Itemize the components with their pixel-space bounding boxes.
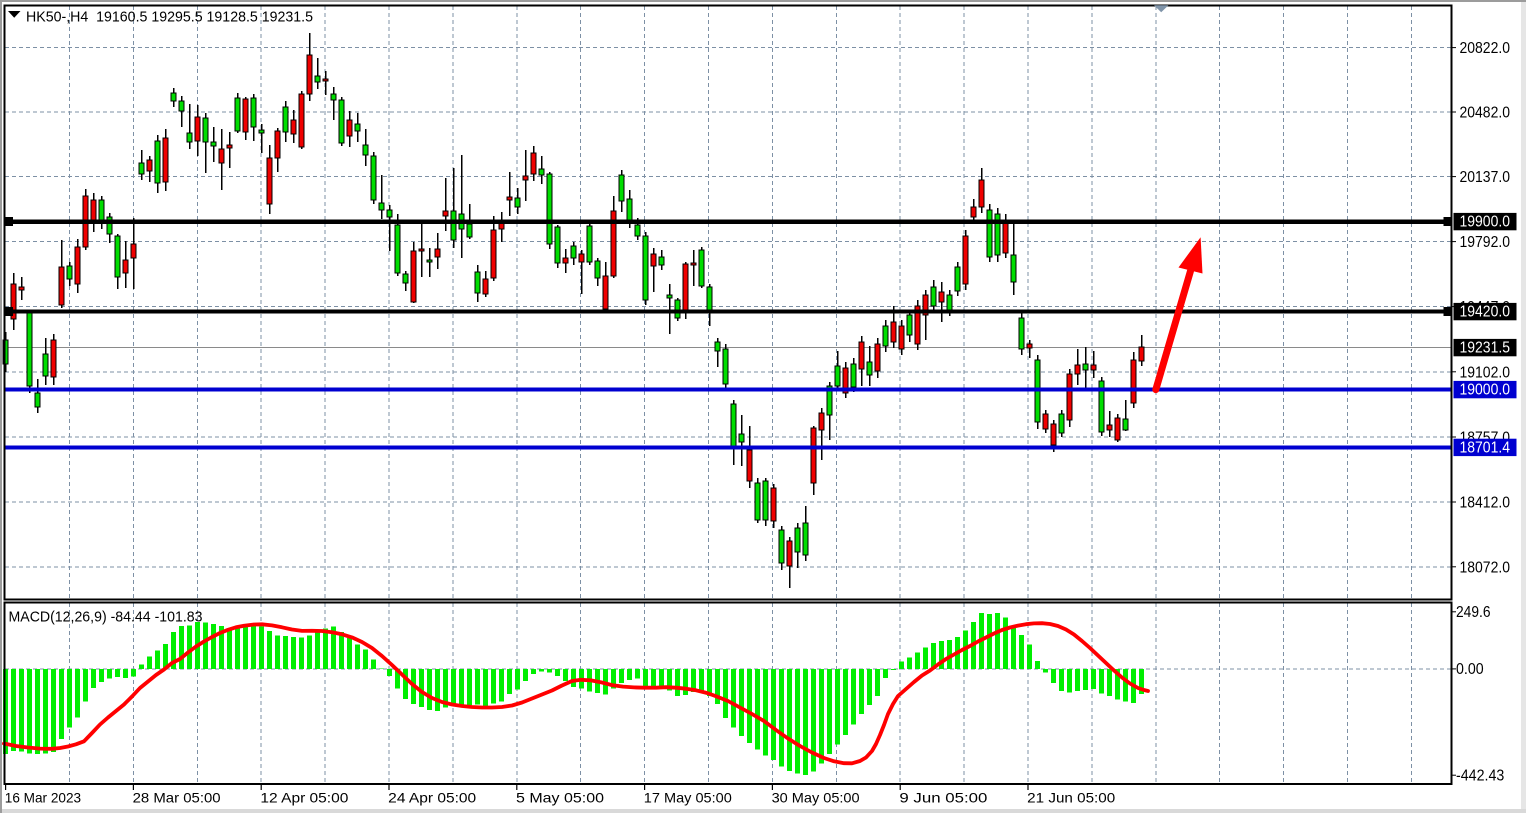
svg-text:20137.0: 20137.0 — [1460, 169, 1511, 186]
svg-text:-442.43: -442.43 — [1456, 767, 1504, 784]
svg-text:9 Jun 05:00: 9 Jun 05:00 — [899, 791, 987, 806]
svg-text:18412.0: 18412.0 — [1460, 495, 1511, 512]
svg-text:MACD(12,26,9) -84.44 -101.83: MACD(12,26,9) -84.44 -101.83 — [9, 609, 203, 626]
svg-text:19000.0: 19000.0 — [1460, 382, 1511, 399]
svg-text:12 Apr 05:00: 12 Apr 05:00 — [260, 791, 348, 806]
svg-text:24 Apr 05:00: 24 Apr 05:00 — [388, 791, 476, 806]
svg-text:249.6: 249.6 — [1456, 604, 1491, 621]
svg-text:20822.0: 20822.0 — [1460, 40, 1511, 57]
svg-text:30 May 05:00: 30 May 05:00 — [772, 791, 860, 806]
svg-text:19102.0: 19102.0 — [1460, 364, 1511, 381]
svg-text:28 Mar 05:00: 28 Mar 05:00 — [133, 791, 221, 806]
svg-text:19900.0: 19900.0 — [1460, 214, 1511, 231]
svg-text:21 Jun 05:00: 21 Jun 05:00 — [1027, 791, 1115, 806]
svg-text:5 May 05:00: 5 May 05:00 — [516, 791, 604, 806]
svg-text:HK50-,H4 19160.5 19295.5 1912: HK50-,H4 19160.5 19295.5 19128.5 19231.5 — [26, 9, 313, 26]
svg-text:19792.0: 19792.0 — [1460, 234, 1511, 251]
svg-text:19231.5: 19231.5 — [1460, 340, 1511, 357]
svg-text:17 May 05:00: 17 May 05:00 — [644, 791, 732, 806]
svg-text:16 Mar 2023: 16 Mar 2023 — [5, 791, 82, 806]
svg-text:18701.4: 18701.4 — [1460, 439, 1511, 456]
svg-text:19420.0: 19420.0 — [1460, 304, 1511, 321]
svg-text:20482.0: 20482.0 — [1460, 105, 1511, 122]
svg-text:0.00: 0.00 — [1456, 661, 1484, 678]
svg-text:18072.0: 18072.0 — [1460, 559, 1511, 576]
